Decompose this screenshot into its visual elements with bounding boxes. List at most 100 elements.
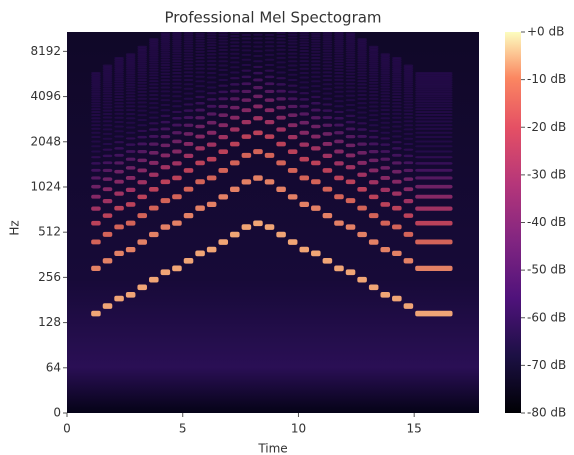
harmonic xyxy=(368,194,379,200)
harmonic xyxy=(172,78,182,81)
harmonic xyxy=(253,220,263,227)
harmonic xyxy=(276,32,286,34)
harmonic xyxy=(172,265,182,272)
harmonic xyxy=(345,109,356,112)
harmonic xyxy=(334,82,344,85)
harmonic xyxy=(253,71,263,75)
harmonic xyxy=(322,44,333,47)
harmonic xyxy=(403,137,414,140)
harmonic xyxy=(102,187,113,192)
harmonic xyxy=(357,97,367,100)
harmonic xyxy=(230,97,240,101)
harmonic xyxy=(334,123,344,127)
harmonic xyxy=(311,42,321,45)
harmonic xyxy=(160,86,171,89)
harmonic xyxy=(149,142,159,146)
harmonic xyxy=(114,80,124,83)
harmonic xyxy=(334,100,344,103)
harmonic xyxy=(392,62,402,65)
harmonic xyxy=(206,41,217,44)
colorbar-tick-label: -60 dB xyxy=(527,310,566,324)
harmonic xyxy=(311,134,321,139)
harmonic xyxy=(287,90,298,94)
harmonic xyxy=(403,64,414,67)
harmonic xyxy=(380,83,391,86)
harmonic xyxy=(311,63,321,66)
harmonic xyxy=(230,186,240,192)
harmonic xyxy=(160,135,171,139)
harmonic xyxy=(403,97,414,100)
harmonic xyxy=(172,105,182,108)
harmonic xyxy=(102,100,113,103)
harmonic xyxy=(137,58,148,61)
harmonic xyxy=(91,220,101,226)
harmonic xyxy=(345,86,356,89)
harmonic xyxy=(322,75,333,78)
harmonic xyxy=(380,143,391,146)
harmonic xyxy=(322,52,333,55)
harmonic xyxy=(183,142,194,146)
plot-background xyxy=(67,32,479,413)
harmonic xyxy=(392,60,402,63)
harmonic xyxy=(368,49,379,52)
harmonic xyxy=(368,124,379,127)
harmonic xyxy=(368,168,379,173)
harmonic xyxy=(368,109,379,112)
harmonic xyxy=(172,175,182,181)
harmonic xyxy=(322,58,333,61)
harmonic xyxy=(218,90,229,94)
harmonic xyxy=(380,112,391,115)
harmonic xyxy=(276,160,286,166)
harmonic xyxy=(403,142,414,145)
harmonic xyxy=(206,50,217,53)
harmonic xyxy=(137,97,148,100)
harmonic xyxy=(206,44,217,47)
harmonic xyxy=(392,58,402,61)
harmonic xyxy=(322,55,333,58)
harmonic xyxy=(311,124,321,129)
harmonic xyxy=(322,61,333,64)
harmonic xyxy=(392,73,402,76)
harmonic xyxy=(230,48,240,51)
harmonic xyxy=(322,79,333,82)
harmonic xyxy=(91,310,101,317)
harmonic xyxy=(137,87,148,90)
harmonic xyxy=(357,77,367,80)
harmonic xyxy=(253,116,263,121)
harmonic xyxy=(91,95,101,98)
harmonic xyxy=(276,83,286,86)
harmonic xyxy=(357,54,367,57)
harmonic xyxy=(357,86,367,89)
harmonic xyxy=(380,74,391,77)
harmonic xyxy=(160,109,171,112)
harmonic xyxy=(206,47,217,50)
harmonic xyxy=(403,177,414,181)
harmonic xyxy=(357,93,367,96)
harmonic xyxy=(218,104,229,109)
harmonic xyxy=(276,89,286,93)
harmonic xyxy=(357,43,367,46)
harmonic xyxy=(415,86,453,89)
harmonic xyxy=(380,126,391,129)
harmonic xyxy=(125,53,136,56)
y-tick-label: 0 xyxy=(53,406,61,420)
harmonic xyxy=(334,50,344,53)
harmonic xyxy=(287,134,298,140)
harmonic xyxy=(114,105,124,108)
harmonic xyxy=(311,108,321,112)
harmonic xyxy=(415,73,453,76)
harmonic xyxy=(415,88,453,91)
harmonic xyxy=(345,34,356,37)
harmonic xyxy=(114,60,124,63)
harmonic xyxy=(114,77,124,80)
harmonic xyxy=(125,105,136,108)
harmonic xyxy=(183,55,194,58)
harmonic xyxy=(368,66,379,69)
harmonic xyxy=(368,56,379,59)
harmonic xyxy=(345,49,356,52)
harmonic xyxy=(311,47,321,50)
harmonic xyxy=(125,69,136,72)
harmonic xyxy=(114,82,124,85)
harmonic xyxy=(403,66,414,69)
harmonic xyxy=(299,98,310,101)
